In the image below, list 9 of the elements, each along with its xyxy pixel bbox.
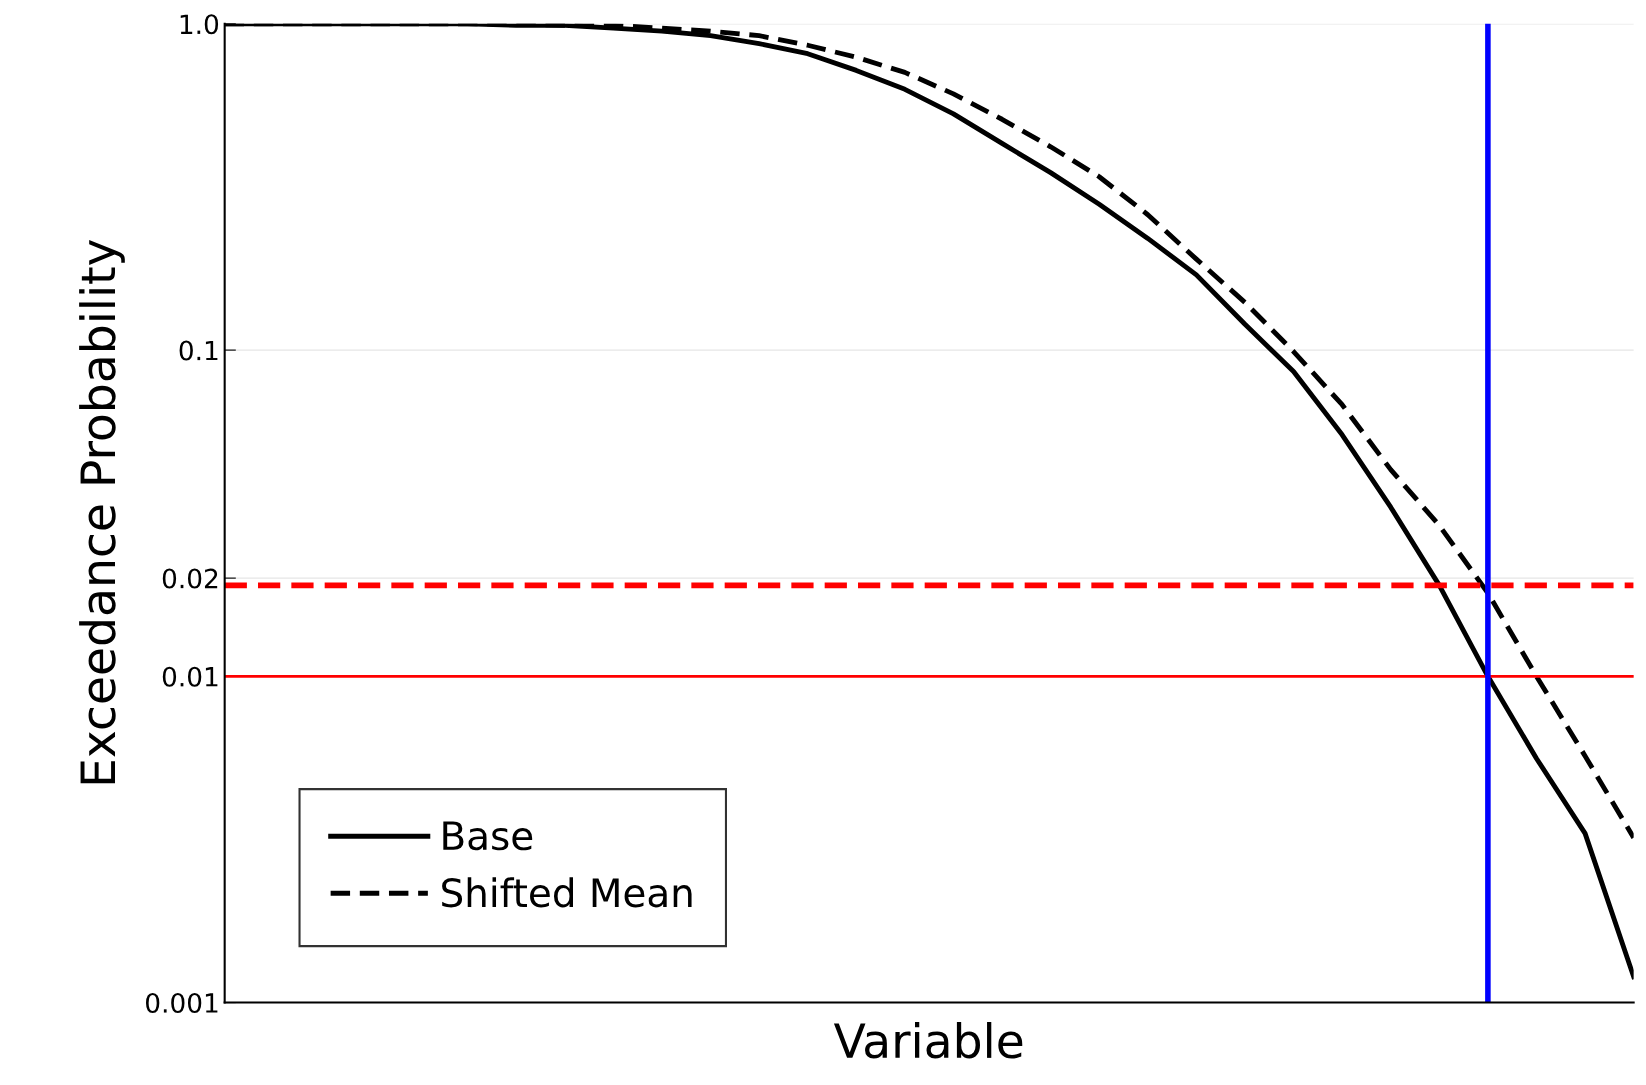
legend-label: Shifted Mean [442, 877, 692, 908]
legend-label: Base [443, 821, 533, 851]
y-axis-title: Exceedance Probability [79, 239, 125, 784]
y-tick-label: 0.001 [146, 992, 218, 1013]
y-tick-label: 1.0 [180, 14, 219, 35]
y-tick-label: 0.02 [162, 568, 218, 589]
x-axis-title: Variable [833, 1021, 1023, 1059]
y-tick-label: 0.1 [179, 340, 218, 361]
y-tick-label: 0.01 [162, 666, 218, 687]
